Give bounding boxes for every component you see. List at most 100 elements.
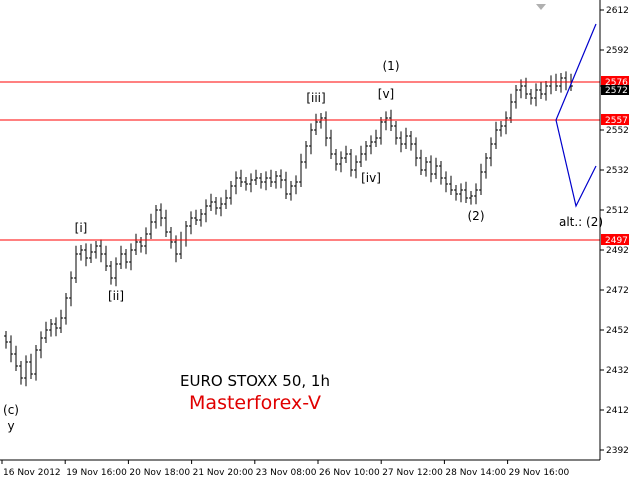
y-tick-label: 2532 [606, 166, 629, 176]
ohlc-bar [384, 111, 388, 131]
ohlc-bar [159, 203, 163, 227]
y-tick-label: 2452 [606, 326, 629, 336]
ohlc-bar [479, 163, 483, 195]
x-tick-label: 27 Nov 12:00 [382, 468, 443, 478]
ohlc-bar [344, 145, 348, 163]
ohlc-bar [354, 155, 358, 179]
ohlc-bar [484, 153, 488, 179]
ohlc-bar [254, 169, 258, 185]
ohlc-bar [244, 177, 248, 191]
ohlc-bar [104, 245, 108, 271]
ohlc-bar [519, 79, 523, 99]
ohlc-bar [419, 149, 423, 175]
ohlc-bar [489, 137, 493, 167]
ohlc-bar [339, 151, 343, 173]
ohlc-bar [369, 135, 373, 155]
ohlc-bar [129, 243, 133, 271]
ohlc-bar [449, 175, 453, 195]
ohlc-bar [399, 131, 403, 153]
y-tick-label: 2432 [606, 366, 629, 376]
ohlc-bar [99, 239, 103, 263]
ohlc-bar [299, 153, 303, 187]
current-price-label: 2572 [605, 86, 628, 96]
ohlc-bar [459, 183, 463, 203]
ohlc-bar [429, 155, 433, 183]
ohlc-bar [154, 205, 158, 229]
y-tick-label: 2552 [606, 126, 629, 136]
x-tick-label: 20 Nov 18:00 [129, 468, 190, 478]
forecast-path-alt [555, 119, 597, 208]
price-badge-2557 [601, 114, 629, 125]
x-tick-label: 21 Nov 20:00 [193, 468, 254, 478]
ohlc-bar [169, 227, 173, 249]
ohlc-bar [434, 157, 438, 179]
ohlc-bar [514, 85, 518, 109]
ohlc-bar [494, 121, 498, 149]
ohlc-bar [34, 345, 38, 381]
ohlc-bar [199, 209, 203, 227]
ohlc-bar [274, 171, 278, 189]
y-tick-label: 2512 [606, 206, 629, 216]
ohlc-bar [19, 361, 23, 385]
ohlc-bar [9, 335, 13, 363]
ohlc-bar [309, 123, 313, 155]
ohlc-bar [534, 83, 538, 107]
ohlc-bar [259, 173, 263, 189]
ohlc-bar [404, 127, 408, 149]
ohlc-bar [409, 131, 413, 151]
brand-watermark: Masterforex-V [189, 392, 321, 414]
wave-label: y [7, 419, 14, 433]
wave-label: [v] [378, 87, 394, 101]
x-tick-label: 26 Nov 10:00 [319, 468, 380, 478]
ohlc-bar [44, 321, 48, 343]
ohlc-bar [304, 141, 308, 169]
wave-label: alt.: (2) [559, 215, 603, 229]
ohlc-bar [219, 197, 223, 217]
ohlc-bar [214, 197, 218, 215]
ohlc-bar [234, 171, 238, 195]
ohlc-bar [74, 245, 78, 283]
ohlc-bar [14, 345, 18, 371]
y-tick-label: 2412 [606, 406, 629, 416]
ohlc-bar [24, 355, 28, 387]
y-tick-label: 2392 [606, 446, 629, 456]
wave-label: [iv] [361, 171, 381, 185]
ohlc-bar [239, 169, 243, 187]
ohlc-bar [439, 161, 443, 185]
ohlc-bar [364, 141, 368, 161]
x-tick-label: 23 Nov 08:00 [256, 468, 317, 478]
wave-label: (1) [383, 59, 400, 73]
ohlc-bar [319, 113, 323, 129]
wave-label: [ii] [108, 289, 124, 303]
ohlc-bar [504, 111, 508, 135]
wave-label: (2) [468, 209, 485, 223]
ohlc-bar [79, 245, 83, 261]
x-tick-label: 29 Nov 16:00 [509, 468, 570, 478]
x-tick-label: 28 Nov 14:00 [445, 468, 506, 478]
y-tick-label: 2472 [606, 286, 629, 296]
wave-label: (c) [3, 403, 19, 417]
price-badge-label: 2576 [605, 78, 628, 88]
ohlc-bar [4, 331, 8, 349]
current-price-badge [601, 85, 629, 95]
ohlc-bar [544, 81, 548, 101]
y-tick-label: 2592 [606, 46, 629, 56]
ohlc-bar [509, 93, 513, 123]
ohlc-bar [49, 319, 53, 337]
ohlc-bar [444, 171, 448, 193]
ohlc-bar [109, 261, 113, 285]
ohlc-bar [284, 171, 288, 199]
ohlc-bar [334, 149, 338, 171]
ohlc-bar [379, 117, 383, 145]
wave-label: [i] [75, 221, 88, 235]
ohlc-bar [279, 169, 283, 189]
ohlc-bar [324, 111, 328, 147]
ohlc-bar [134, 233, 138, 255]
ohlc-bar [314, 113, 318, 135]
chart-title: EURO STOXX 50, 1h [180, 372, 330, 390]
ohlc-bar [84, 243, 88, 267]
ohlc-bar [164, 209, 168, 237]
ohlc-bar [114, 257, 118, 287]
